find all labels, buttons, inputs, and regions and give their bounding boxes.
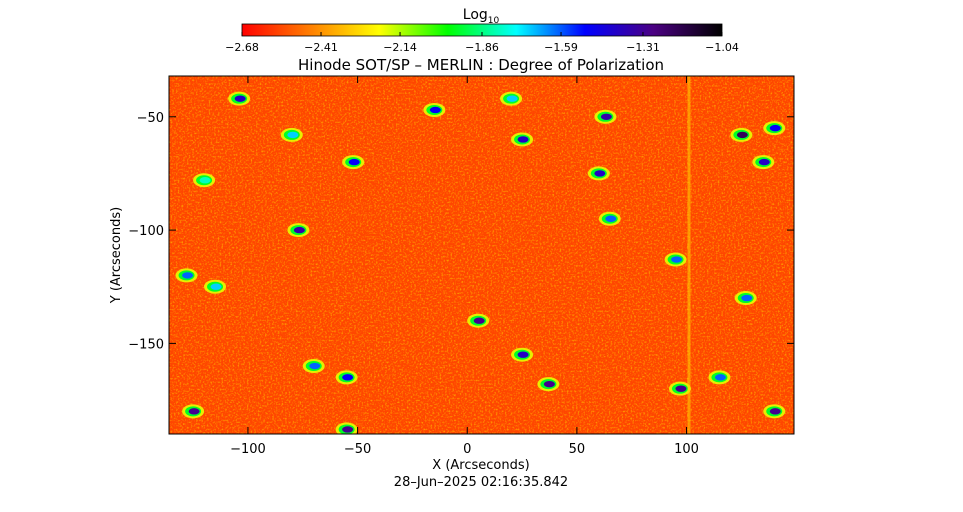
colorbar-tick-label: −2.14	[383, 41, 417, 54]
colorbar-tick-label: −1.59	[544, 41, 578, 54]
heatmap-feature	[423, 102, 446, 117]
chart-title: Hinode SOT/SP – MERLIN : Degree of Polar…	[298, 56, 664, 74]
heatmap-feature	[511, 347, 534, 362]
colorbar-tick-label: −1.31	[626, 41, 660, 54]
y-axis: −50 −100 −150	[128, 111, 794, 352]
heatmap-feature	[598, 211, 621, 226]
heatmap-speckle	[169, 76, 794, 434]
heatmap-feature	[467, 313, 490, 328]
heatmap-feature	[280, 127, 303, 142]
heatmap-feature	[763, 404, 786, 419]
heatmap-feature	[594, 109, 617, 124]
heatmap-feature	[500, 91, 523, 106]
plot-frame	[168, 75, 795, 435]
heatmap-feature	[182, 404, 205, 419]
colorbar-tick-label: −2.68	[225, 41, 259, 54]
heatmap-feature	[537, 377, 560, 392]
colorbar-tick-label: −2.41	[304, 41, 338, 54]
heatmap-image	[169, 76, 794, 434]
x-tick-label: 0	[463, 442, 471, 457]
heatmap-feature	[204, 279, 227, 294]
heatmap-feature	[664, 252, 687, 267]
heatmap-feature	[335, 422, 358, 434]
heatmap-features	[175, 91, 786, 434]
y-tick-label: −150	[128, 337, 164, 352]
x-axis: −100 −50 0 50 100	[230, 76, 699, 457]
colorbar-label: Log10	[463, 7, 500, 26]
heatmap-feature	[335, 370, 358, 385]
heatmap-feature	[175, 268, 198, 283]
colorbar-tick-label: −1.04	[705, 41, 739, 54]
heatmap-feature	[302, 359, 325, 374]
colorbar-tick-label: −1.86	[465, 41, 499, 54]
x-axis-label: X (Arcseconds)	[432, 458, 529, 473]
heatmap-feature	[763, 121, 786, 136]
heatmap-feature	[287, 223, 310, 238]
heatmap-feature	[228, 91, 251, 106]
heatmap-feature	[342, 155, 365, 170]
heatmap-feature	[734, 291, 757, 306]
y-tick-label: −50	[137, 111, 164, 126]
y-axis-label: Y (Arcseconds)	[109, 207, 124, 304]
y-tick-label: −100	[128, 224, 164, 239]
heatmap-feature	[587, 166, 610, 181]
x-tick-label: −100	[230, 442, 266, 457]
heatmap-feature	[668, 381, 691, 396]
heatmap-feature	[511, 132, 534, 147]
colorbar-ticks: −2.68 −2.41 −2.14 −1.86 −1.59 −1.31 −1.04	[225, 32, 739, 54]
x-tick-label: −50	[344, 442, 371, 457]
colorbar: Log10 −2.68 −2.41 −2.14 −1.86 −1.59 −1.31 −1.0…	[225, 7, 739, 54]
x-tick-label: 100	[674, 442, 699, 457]
timestamp: 28–Jun–2025 02:16:35.842	[394, 475, 568, 490]
heatmap-feature	[193, 173, 216, 188]
heatmap-feature	[752, 155, 775, 170]
heatmap-feature	[730, 127, 753, 142]
x-tick-label: 50	[569, 442, 586, 457]
heatmap-feature	[708, 370, 731, 385]
